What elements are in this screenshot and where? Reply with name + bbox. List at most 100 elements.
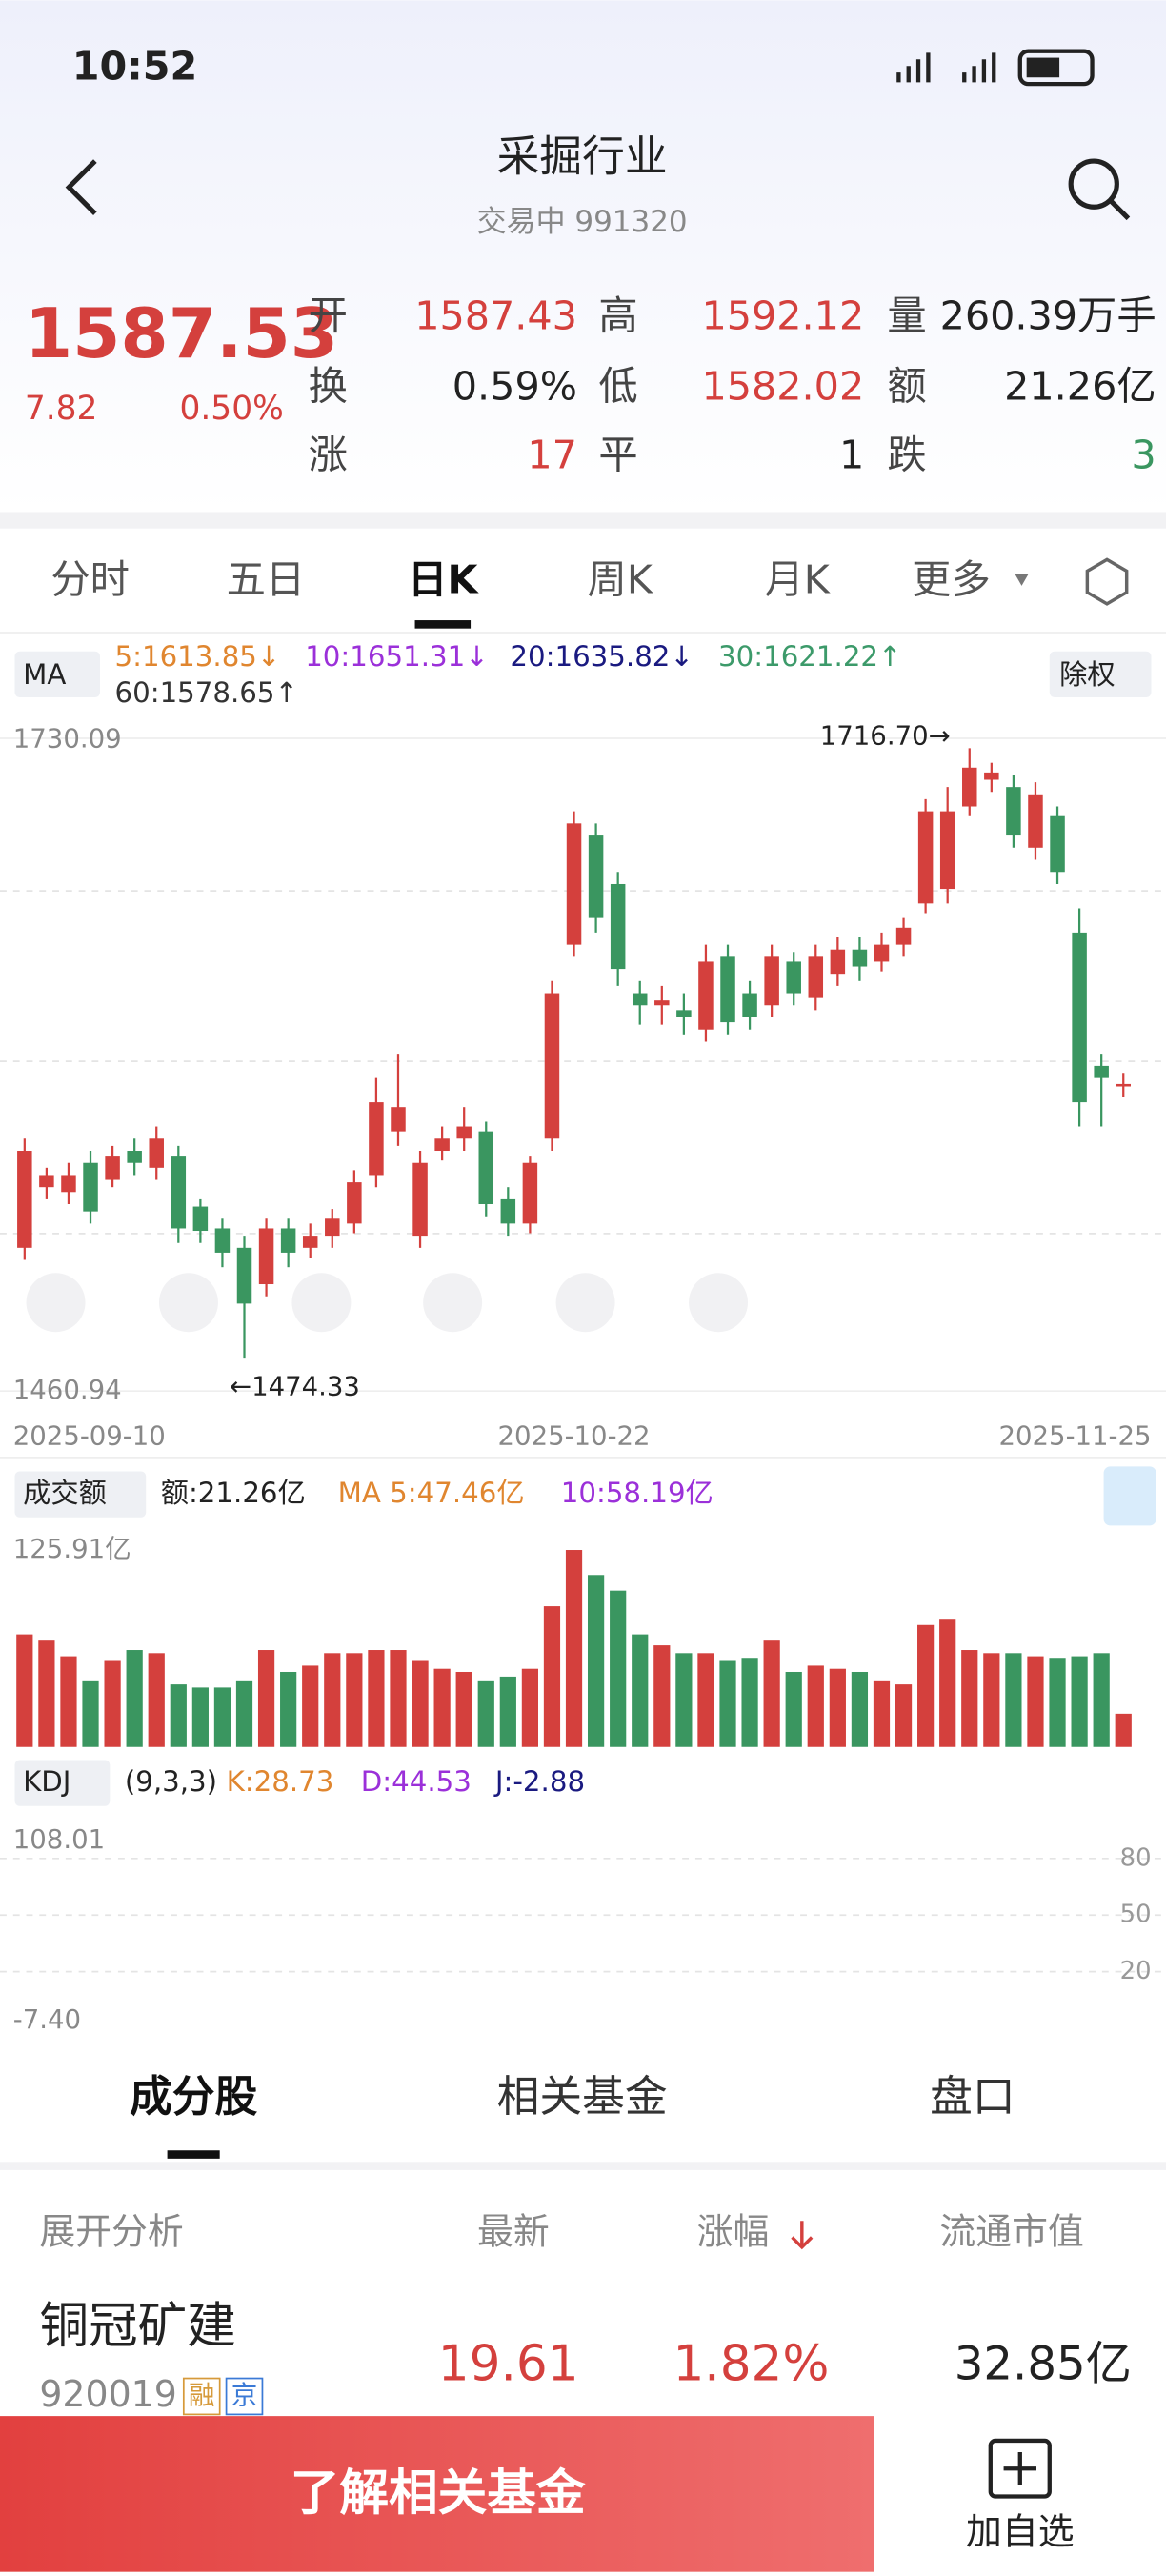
ma-item: 30:1621.22↑ xyxy=(718,640,902,673)
volume-bar xyxy=(521,1668,539,1747)
adjust-button[interactable] xyxy=(1049,651,1152,697)
tab[interactable]: 分时 xyxy=(50,556,130,602)
volume-bar xyxy=(1071,1656,1088,1747)
volume-bar xyxy=(719,1660,736,1747)
table-header[interactable]: 展开分析 xyxy=(39,2211,183,2253)
dropdown-icon xyxy=(1015,574,1029,586)
volume-bar xyxy=(610,1590,627,1747)
bottom-tab[interactable]: 盘口 xyxy=(930,2071,1015,2122)
field-value: 3 xyxy=(1131,433,1156,478)
settings-icon[interactable] xyxy=(1085,557,1129,606)
watch-text: 加自选 xyxy=(966,2511,1075,2553)
back-button[interactable] xyxy=(65,159,97,215)
tab[interactable]: 日K xyxy=(408,556,479,602)
volume-bar xyxy=(895,1684,913,1747)
y-tick-label: 1460.94 xyxy=(13,1375,122,1405)
candle-body xyxy=(17,1151,32,1248)
candle-body xyxy=(39,1175,54,1188)
table-header[interactable]: 涨幅 xyxy=(697,2211,770,2253)
field-label: 量 xyxy=(887,292,926,338)
volume-bar xyxy=(148,1653,165,1747)
fund-button-text: 了解相关基金 xyxy=(291,2465,586,2522)
volume-bar xyxy=(499,1676,516,1747)
adjust-label: 除权 xyxy=(1059,658,1116,691)
volume-bar xyxy=(213,1687,231,1747)
volume-bar xyxy=(1027,1656,1044,1747)
tab[interactable]: 月K xyxy=(764,556,830,602)
control[interactable] xyxy=(292,1273,352,1333)
date-label: 2025-11-25 xyxy=(999,1420,1152,1451)
change: 7.82 xyxy=(25,390,98,428)
y-tick-label: 108.01 xyxy=(13,1824,105,1855)
volume-bar xyxy=(368,1650,385,1747)
control[interactable] xyxy=(555,1273,615,1333)
volume-bar xyxy=(697,1653,714,1747)
volume-bar xyxy=(1115,1713,1132,1747)
divider xyxy=(0,512,1166,529)
tabs: 分时 五日 日K 周K 月K 更多 xyxy=(50,556,1029,602)
badge xyxy=(182,2377,221,2416)
ma-box[interactable] xyxy=(14,651,101,697)
percent: 0.50% xyxy=(179,390,283,428)
candle-body xyxy=(742,993,757,1017)
search-handle xyxy=(1108,198,1131,221)
table-header[interactable]: 最新 xyxy=(477,2211,550,2253)
bottom-tab[interactable]: 成分股 xyxy=(130,2071,257,2122)
bottom-tab[interactable]: 相关基金 xyxy=(497,2071,668,2122)
candle-body xyxy=(391,1107,406,1132)
ma-item: 5:1613.85↓ xyxy=(115,640,281,673)
field-value: 260.39万手 xyxy=(940,292,1156,338)
kdj-box[interactable] xyxy=(14,1760,111,1806)
candle-body xyxy=(610,883,626,970)
search-button[interactable] xyxy=(1068,158,1119,210)
tab[interactable]: 周K xyxy=(588,556,653,602)
volume-bar xyxy=(1005,1653,1022,1747)
control[interactable] xyxy=(689,1273,749,1333)
candle-body xyxy=(632,993,648,1006)
volume-box[interactable] xyxy=(14,1471,147,1518)
collapse-button[interactable] xyxy=(1103,1466,1156,1526)
candle-body xyxy=(1050,815,1065,873)
volume-bar xyxy=(16,1634,33,1747)
candle-body xyxy=(698,961,714,1030)
candle-body xyxy=(984,772,999,780)
candle-body xyxy=(105,1156,120,1180)
candle-body xyxy=(1006,787,1021,836)
stock-name[interactable]: 铜冠矿建 xyxy=(39,2298,236,2355)
control[interactable] xyxy=(158,1273,218,1333)
candle-body xyxy=(192,1206,209,1232)
right-tick-label: 20 xyxy=(1120,1957,1152,1985)
kdj-legend: D:44.53 xyxy=(361,1765,472,1798)
field-value: 1582.02 xyxy=(701,363,864,409)
title: 采掘行业 xyxy=(497,131,668,181)
ma-item: 10:1651.31↓ xyxy=(305,640,489,673)
volume-bar xyxy=(785,1671,802,1747)
volume-bar xyxy=(38,1640,55,1747)
volume-bar xyxy=(653,1645,671,1747)
candle-body xyxy=(962,767,977,807)
volume-bar xyxy=(961,1650,978,1747)
control[interactable] xyxy=(26,1273,86,1333)
candle-body xyxy=(280,1228,296,1253)
tab[interactable]: 五日 xyxy=(227,556,306,602)
kdj-legend: KDJ xyxy=(23,1765,70,1798)
volume-bar xyxy=(587,1575,605,1747)
candle-body xyxy=(412,1162,428,1237)
field-value: 21.26亿 xyxy=(1004,363,1156,409)
volume-bar xyxy=(873,1680,891,1747)
volume-bar xyxy=(807,1665,824,1747)
candle-body xyxy=(808,956,824,998)
fund-button[interactable] xyxy=(0,2416,874,2572)
tab[interactable]: 更多 xyxy=(912,556,991,602)
control[interactable] xyxy=(423,1273,483,1333)
volume-legend: 10:58.19亿 xyxy=(561,1477,714,1509)
volume-bar xyxy=(104,1660,121,1747)
status-time: 10:52 xyxy=(72,44,197,90)
table-header[interactable]: 流通市值 xyxy=(939,2211,1083,2253)
candle-body xyxy=(236,1247,252,1304)
volume-legend: MA 5:47.46亿 xyxy=(338,1477,525,1509)
stock-change: 1.82% xyxy=(673,2335,829,2392)
candle-body xyxy=(171,1156,187,1229)
field-label: 低 xyxy=(598,363,637,409)
